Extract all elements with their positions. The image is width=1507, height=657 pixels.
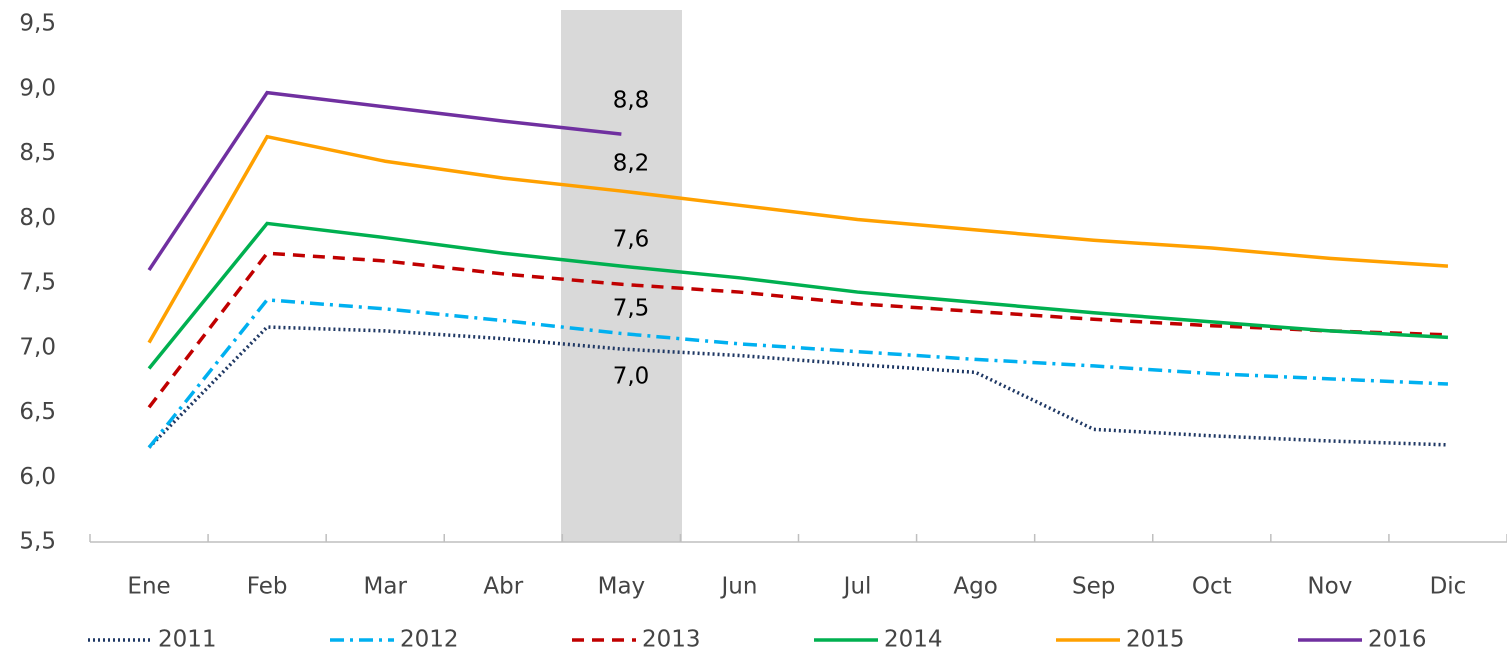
series-line	[147, 134, 1449, 344]
x-tick-label: Jul	[842, 574, 872, 600]
series-line	[147, 251, 1449, 409]
y-tick-label: 8,5	[19, 140, 56, 166]
series-line	[147, 325, 1449, 449]
annotation: 7,0	[613, 364, 650, 390]
y-tick-label: 8,0	[19, 205, 56, 231]
y-tick-label: 7,0	[19, 334, 56, 360]
series-line	[147, 221, 1449, 370]
x-tick-label: Oct	[1192, 574, 1232, 600]
legend-label: 2015	[1126, 627, 1185, 653]
y-tick-label: 7,5	[19, 270, 56, 296]
x-tick-label: Jun	[719, 574, 757, 600]
x-tick-label: Feb	[247, 574, 288, 600]
annotation: 8,2	[613, 151, 650, 177]
x-tick-label: Ene	[127, 574, 170, 600]
series-line	[147, 90, 622, 272]
legend-label: 2014	[884, 627, 943, 653]
highlight-band	[561, 10, 682, 542]
x-tick-label: Nov	[1307, 574, 1352, 600]
annotation: 7,5	[613, 296, 650, 322]
annotation: 7,6	[613, 227, 650, 253]
x-tick-label: Dic	[1430, 574, 1467, 600]
legend-label: 2016	[1368, 627, 1427, 653]
y-tick-label: 5,5	[19, 529, 56, 555]
legend-label: 2011	[158, 627, 217, 653]
series-line	[147, 298, 1449, 449]
y-tick-label: 6,5	[19, 399, 56, 425]
x-tick-label: Abr	[483, 574, 523, 600]
y-tick-label: 9,5	[19, 11, 56, 37]
x-tick-label: Sep	[1072, 574, 1115, 600]
x-tick-label: May	[598, 574, 646, 600]
x-tick-label: Mar	[364, 574, 408, 600]
legend-label: 2012	[400, 627, 459, 653]
x-tick-label: Ago	[953, 574, 997, 600]
annotation: 8,8	[613, 88, 650, 114]
y-tick-label: 9,0	[19, 75, 56, 101]
y-tick-label: 6,0	[19, 464, 56, 490]
legend-label: 2013	[642, 627, 701, 653]
